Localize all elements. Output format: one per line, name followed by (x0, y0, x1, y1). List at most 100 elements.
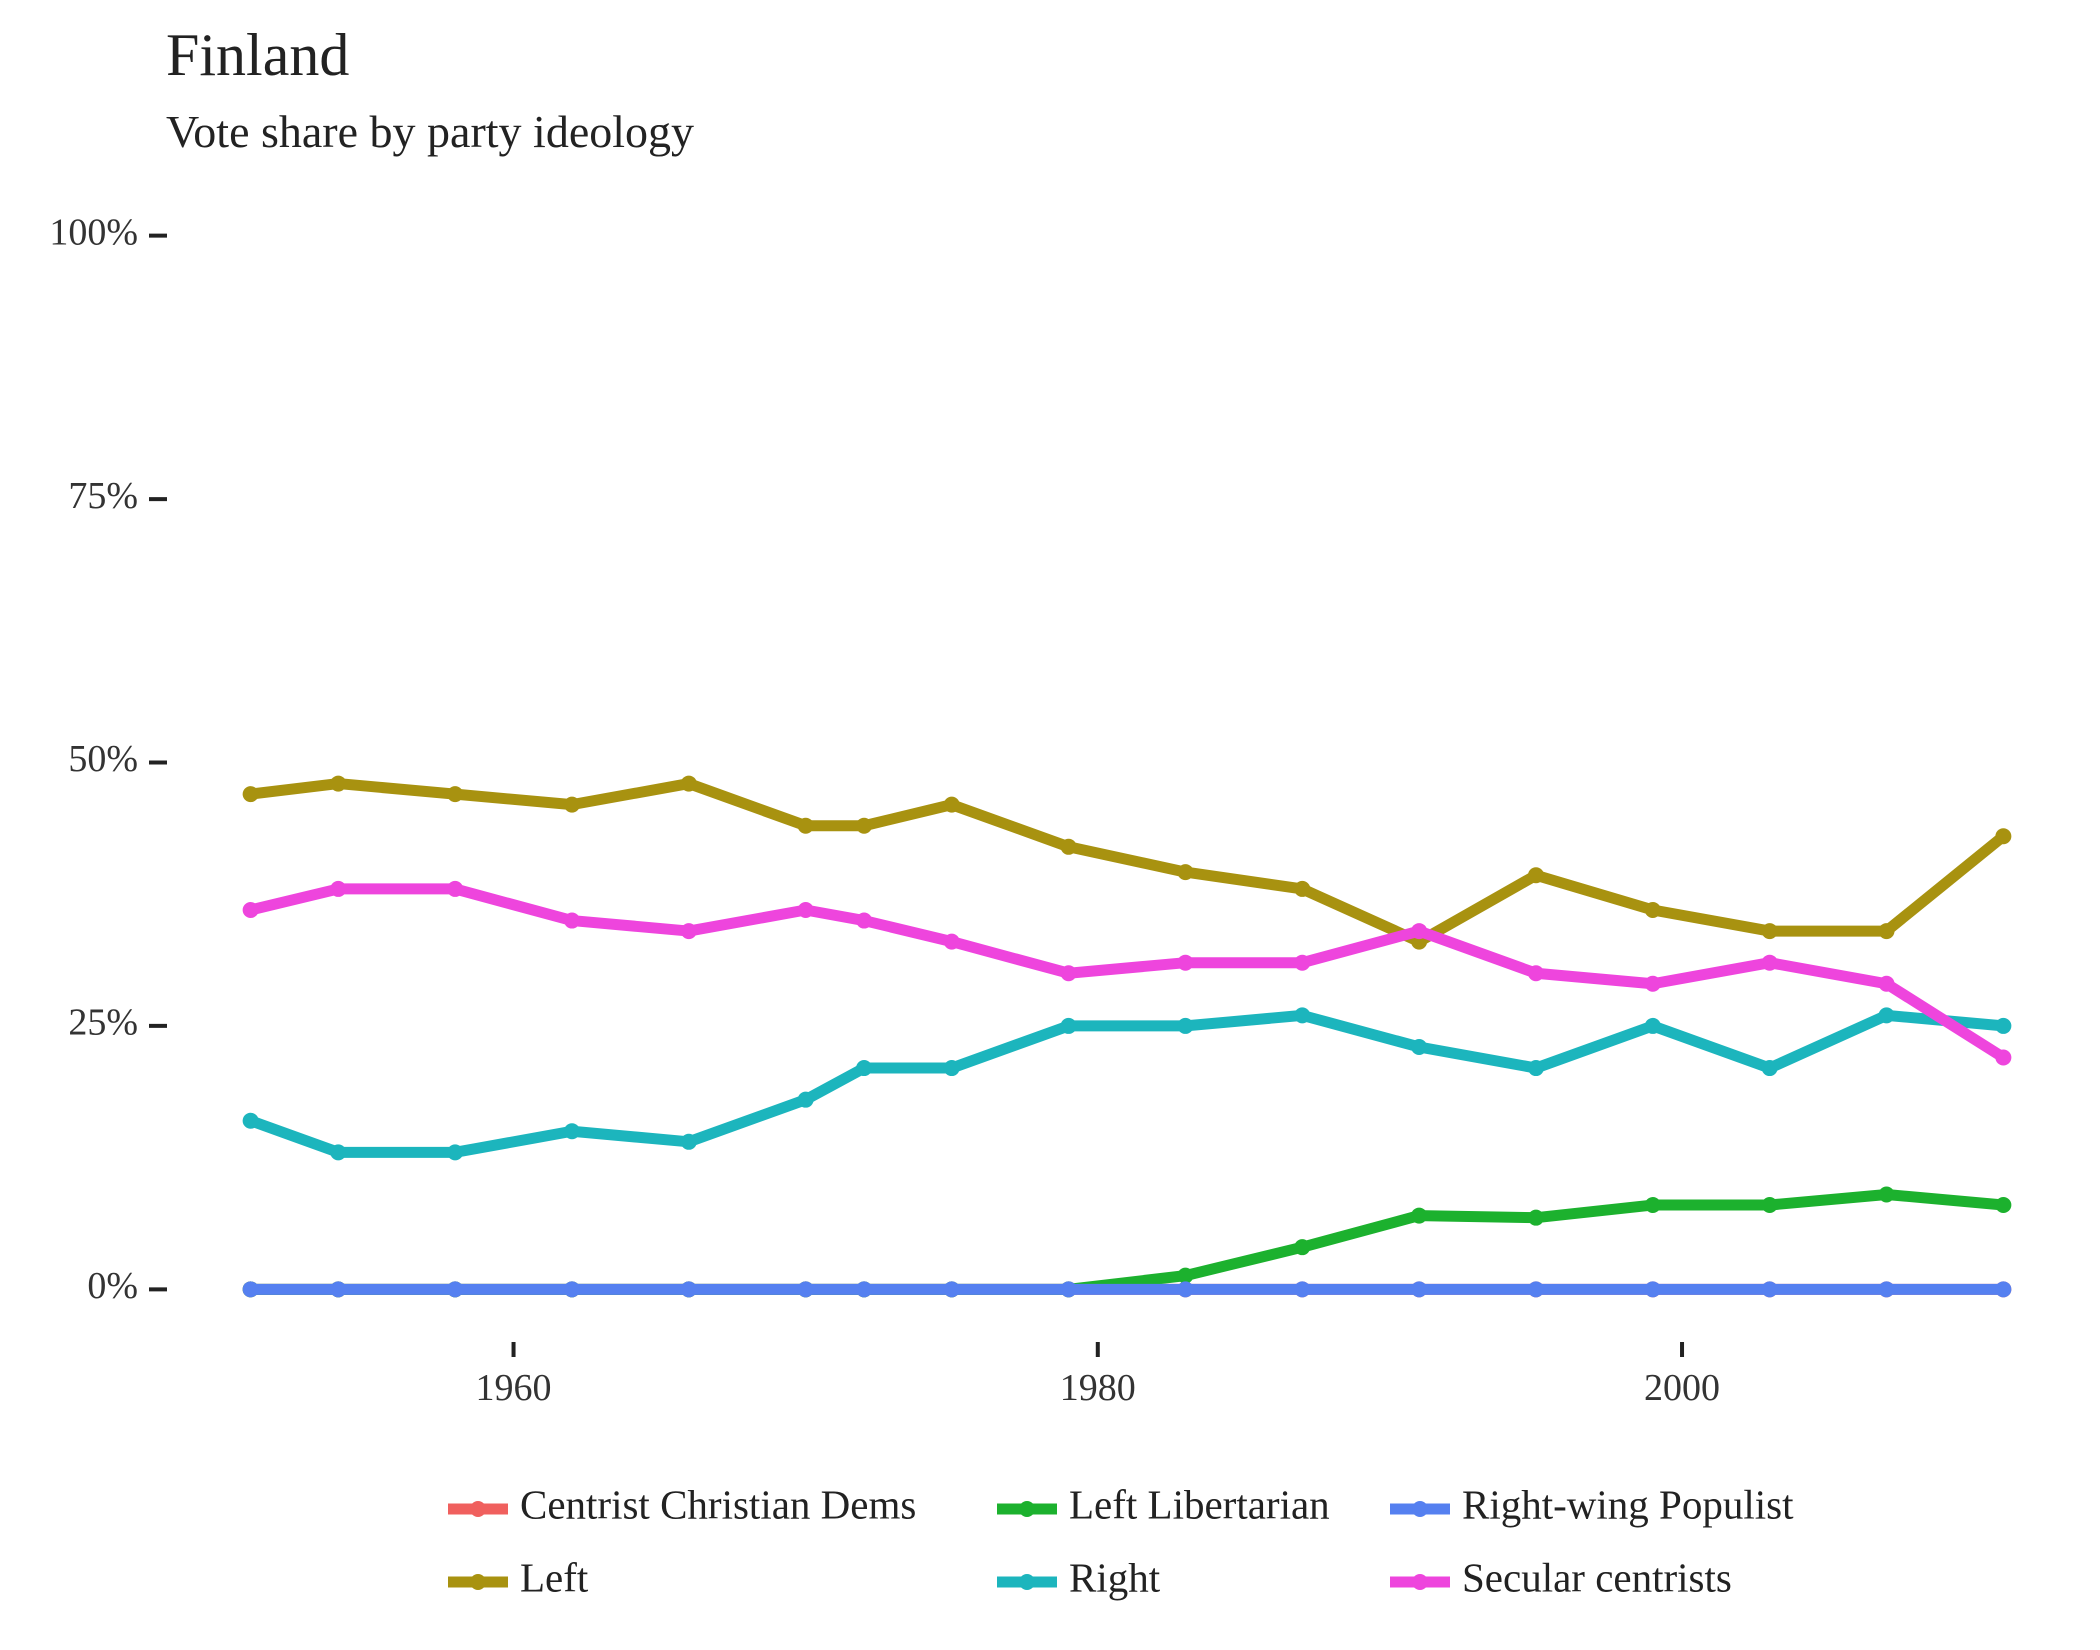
data-point (1878, 975, 1895, 992)
data-point (1644, 1017, 1661, 1034)
legend-key-point (1019, 1501, 1035, 1517)
series-line (250, 1188, 2004, 1295)
series-line (249, 883, 2007, 1063)
data-point (943, 796, 960, 813)
series-line (248, 1009, 2004, 1158)
data-point (1644, 1281, 1661, 1298)
data-point (797, 1281, 814, 1298)
data-point (1761, 1197, 1778, 1214)
data-point (330, 775, 347, 792)
data-point (797, 902, 814, 919)
legend-key-point (470, 1574, 486, 1590)
data-point (447, 1144, 464, 1161)
data-point (680, 923, 697, 940)
data-point (856, 817, 873, 834)
legend-label: Left (520, 1554, 589, 1600)
chart-title: Finland (166, 22, 349, 88)
data-point (242, 1281, 259, 1298)
data-point (1177, 1281, 1194, 1298)
data-point (797, 1091, 814, 1108)
data-point (680, 1133, 697, 1150)
y-tick-label: 75% (68, 475, 138, 517)
data-point (1761, 1281, 1778, 1298)
legend-key-point (470, 1501, 486, 1517)
data-point (943, 933, 960, 950)
data-point (1060, 838, 1077, 855)
legend-label: Centrist Christian Dems (520, 1481, 916, 1527)
data-point (1294, 1007, 1311, 1024)
data-point (1878, 1186, 1895, 1203)
data-point (1411, 1207, 1428, 1224)
data-point (1878, 1007, 1895, 1024)
data-point (1527, 1209, 1544, 1226)
data-point (447, 880, 464, 897)
data-point (1294, 1281, 1311, 1298)
data-point (1527, 965, 1544, 982)
chart-subtitle: Vote share by party ideology (166, 106, 694, 157)
data-point (1644, 1197, 1661, 1214)
y-tick-label: 0% (87, 1265, 138, 1307)
legend-label: Right (1069, 1554, 1161, 1600)
data-point (680, 775, 697, 792)
data-point (1411, 923, 1428, 940)
y-tick-label: 25% (68, 1002, 138, 1044)
data-point (1527, 1060, 1544, 1077)
data-point (856, 1060, 873, 1077)
data-point (1995, 1049, 2012, 1066)
data-point (1411, 1038, 1428, 1055)
legend-label: Right-wing Populist (1462, 1481, 1794, 1527)
data-point (1644, 975, 1661, 992)
data-point (1294, 1239, 1311, 1256)
data-point (1761, 1060, 1778, 1077)
data-point (1995, 828, 2012, 845)
data-point (1527, 1281, 1544, 1298)
data-point (1527, 867, 1544, 884)
data-point (1995, 1281, 2012, 1298)
data-point (1411, 1281, 1428, 1298)
data-point (1644, 902, 1661, 919)
legend-key-point (1412, 1501, 1428, 1517)
data-point (1177, 864, 1194, 881)
legend-label: Left Libertarian (1069, 1481, 1330, 1527)
data-point (1177, 1017, 1194, 1034)
data-point (563, 1281, 580, 1298)
data-point (1995, 1197, 2012, 1214)
data-point (242, 786, 259, 803)
x-tick-label: 2000 (1644, 1367, 1720, 1409)
data-point (242, 1112, 259, 1129)
data-point (1060, 1017, 1077, 1034)
data-point (1294, 954, 1311, 971)
data-point (330, 1144, 347, 1161)
x-tick-label: 1960 (476, 1367, 552, 1409)
data-point (563, 1123, 580, 1140)
data-point (330, 880, 347, 897)
series-line (249, 778, 2007, 948)
data-point (1878, 923, 1895, 940)
data-point (1878, 1281, 1895, 1298)
data-point (943, 1060, 960, 1077)
legend-key-point (1019, 1574, 1035, 1590)
data-point (1761, 923, 1778, 940)
data-point (1761, 954, 1778, 971)
data-point (447, 1281, 464, 1298)
data-point (856, 1281, 873, 1298)
data-point (856, 912, 873, 929)
data-point (242, 902, 259, 919)
data-point (1995, 1017, 2012, 1034)
data-point (330, 1281, 347, 1298)
data-point (1294, 880, 1311, 897)
y-tick-label: 50% (68, 738, 138, 780)
data-point (563, 796, 580, 813)
data-point (943, 1281, 960, 1298)
data-point (680, 1281, 697, 1298)
data-point (1060, 1281, 1077, 1298)
data-point (1060, 965, 1077, 982)
data-point (447, 786, 464, 803)
x-tick-label: 1980 (1060, 1367, 1136, 1409)
data-point (563, 912, 580, 929)
legend-key-point (1412, 1574, 1428, 1590)
legend-label: Secular centrists (1462, 1554, 1732, 1600)
data-point (1177, 954, 1194, 971)
data-point (797, 817, 814, 834)
